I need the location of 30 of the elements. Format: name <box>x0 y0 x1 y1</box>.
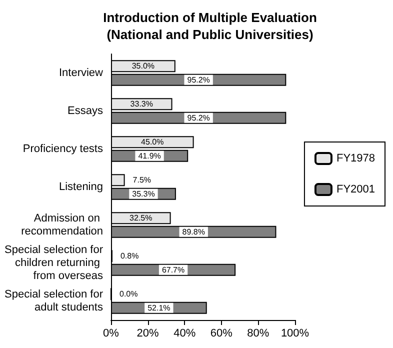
y-tick-label: Proficiency tests <box>22 143 104 155</box>
y-tick-label: Special selection for children returning from overseas <box>4 244 104 282</box>
data-label: 67.7% <box>162 265 185 274</box>
legend-label: FY2001 <box>336 184 376 196</box>
data-label: 0.8% <box>120 252 139 261</box>
data-label: 52.1% <box>148 303 170 312</box>
data-label: 33.3% <box>130 100 153 109</box>
data-label: 45.0% <box>141 138 164 147</box>
y-tick-label: Special selection for adult students <box>4 288 104 314</box>
y-tick-label: Listening <box>58 181 103 193</box>
data-label: 89.8% <box>182 227 205 236</box>
data-label: 41.9% <box>138 151 161 160</box>
data-label: 0.0% <box>120 290 138 299</box>
x-tick-label: 0% <box>103 328 120 340</box>
x-tick-label: 20% <box>136 328 160 340</box>
legend-label: FY1978 <box>336 152 376 164</box>
chart-title: Introduction of Multiple Evaluation (National and Public Universities) <box>103 10 317 42</box>
data-label: 95.2% <box>187 113 210 122</box>
data-label: 7.5% <box>132 176 152 185</box>
y-tick-label: Interview <box>58 67 104 79</box>
data-label: 95.2% <box>187 75 210 84</box>
data-label: 32.5% <box>130 214 152 223</box>
x-tick-label: 60% <box>210 328 233 340</box>
y-tick-label: Essays <box>68 105 104 117</box>
data-label: 35.3% <box>132 189 155 198</box>
x-tick-label: 40% <box>174 328 196 340</box>
y-tick-label: Admission on recommendation <box>21 212 103 238</box>
x-tick-label: 80% <box>247 328 270 340</box>
x-tick-label: 100% <box>280 328 310 340</box>
data-label: 35.0% <box>132 62 155 71</box>
